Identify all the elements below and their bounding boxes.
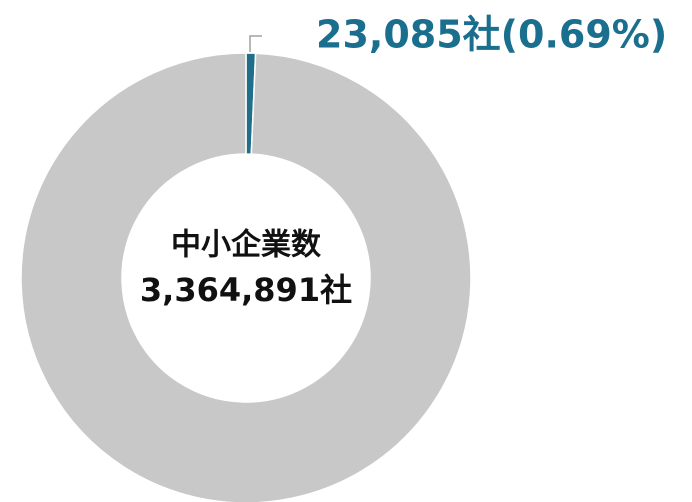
- value-label: 23,085社(0.69%): [316, 13, 667, 57]
- donut-segment: [20, 52, 472, 502]
- center-label: 中小企業数: [171, 228, 322, 263]
- leader-line: [249, 35, 262, 52]
- center-value: 3,364,891社: [140, 271, 352, 309]
